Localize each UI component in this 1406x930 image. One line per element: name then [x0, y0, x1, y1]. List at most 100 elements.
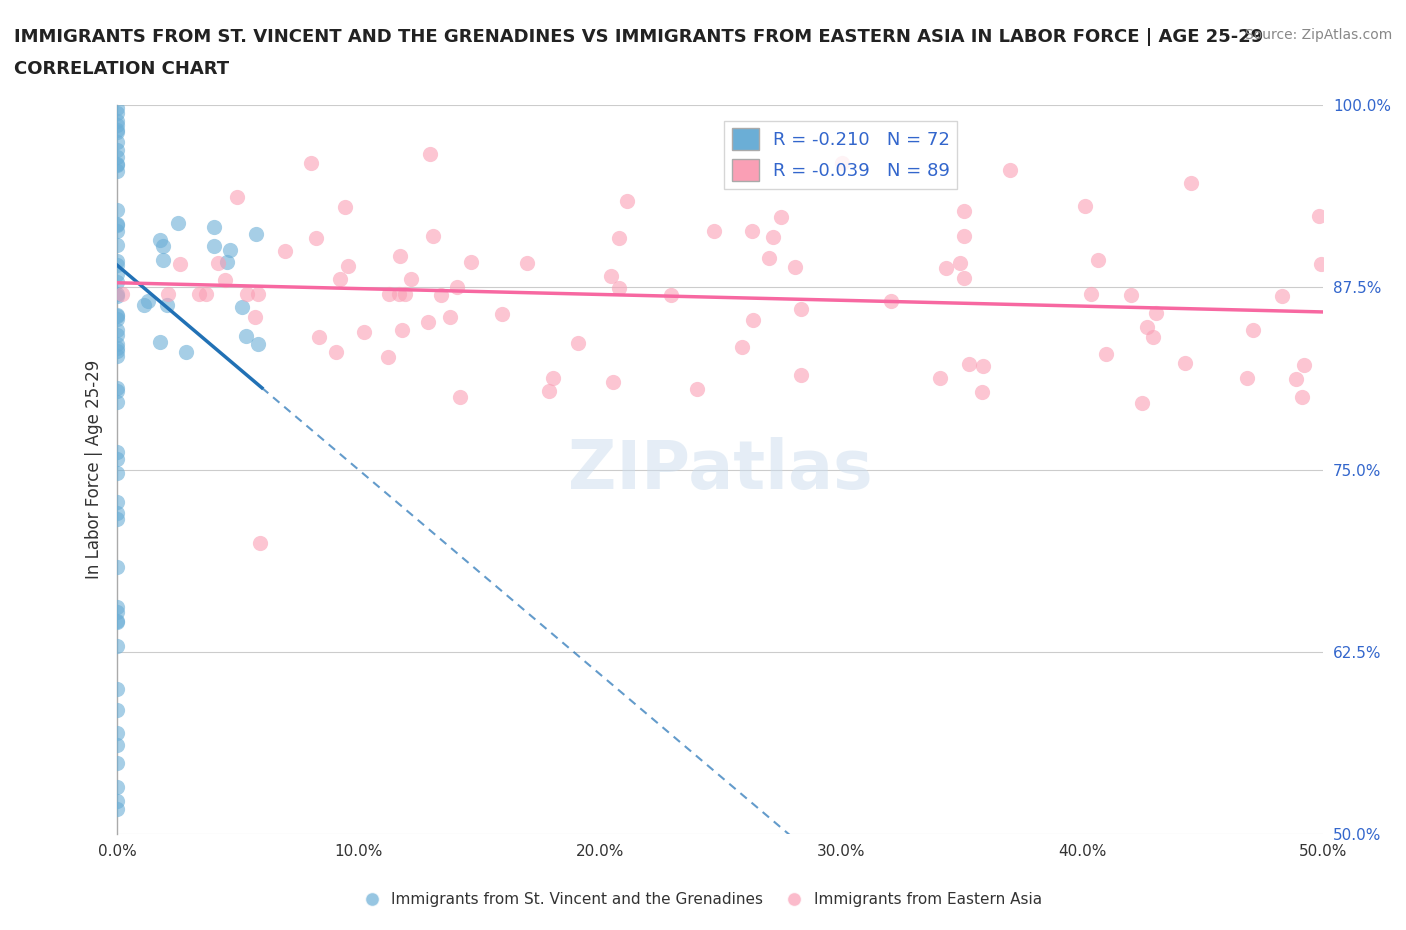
Point — [105, 223, 128, 238]
Point — [1136, 319, 1159, 334]
Point — [419, 147, 441, 162]
Point — [136, 293, 159, 308]
Point — [394, 287, 416, 302]
Point — [378, 287, 401, 302]
Point — [105, 113, 128, 128]
Text: CORRELATION CHART: CORRELATION CHART — [14, 60, 229, 78]
Point — [152, 252, 174, 267]
Point — [105, 560, 128, 575]
Point — [761, 229, 783, 244]
Point — [1080, 286, 1102, 301]
Point — [176, 345, 198, 360]
Point — [388, 287, 411, 302]
Point — [567, 335, 589, 350]
Point — [1241, 323, 1264, 338]
Point — [105, 340, 128, 355]
Point — [105, 323, 128, 338]
Point — [247, 336, 270, 351]
Point — [703, 224, 725, 239]
Legend: Immigrants from St. Vincent and the Grenadines, Immigrants from Eastern Asia: Immigrants from St. Vincent and the Gren… — [359, 886, 1047, 913]
Point — [333, 199, 356, 214]
Point — [202, 239, 225, 254]
Point — [600, 268, 623, 283]
Point — [308, 329, 330, 344]
Point — [377, 350, 399, 365]
Point — [1174, 355, 1197, 370]
Point — [105, 384, 128, 399]
Point — [391, 322, 413, 337]
Point — [758, 250, 780, 265]
Point — [274, 244, 297, 259]
Point — [952, 228, 974, 243]
Point — [731, 339, 754, 354]
Point — [105, 793, 128, 808]
Point — [449, 390, 471, 405]
Point — [516, 255, 538, 270]
Point — [105, 638, 128, 653]
Point — [790, 301, 813, 316]
Point — [337, 259, 360, 274]
Point — [105, 348, 128, 363]
Point — [1271, 288, 1294, 303]
Point — [430, 288, 453, 303]
Point — [214, 272, 236, 287]
Point — [935, 260, 957, 275]
Point — [538, 384, 561, 399]
Point — [1095, 347, 1118, 362]
Point — [105, 203, 128, 218]
Point — [329, 272, 352, 286]
Point — [218, 242, 240, 257]
Point — [105, 512, 128, 526]
Point — [949, 256, 972, 271]
Point — [105, 327, 128, 342]
Point — [105, 237, 128, 252]
Point — [880, 294, 903, 309]
Point — [1087, 252, 1109, 267]
Point — [325, 345, 347, 360]
Point — [243, 310, 266, 325]
Point — [105, 452, 128, 467]
Point — [616, 193, 638, 208]
Point — [235, 328, 257, 343]
Point — [105, 274, 128, 289]
Point — [422, 229, 444, 244]
Point — [446, 280, 468, 295]
Point — [105, 142, 128, 157]
Point — [156, 298, 179, 312]
Point — [105, 702, 128, 717]
Point — [1142, 330, 1164, 345]
Point — [790, 367, 813, 382]
Point — [215, 255, 238, 270]
Point — [105, 309, 128, 324]
Point — [105, 615, 128, 630]
Point — [1121, 287, 1143, 302]
Point — [1144, 306, 1167, 321]
Point — [105, 466, 128, 481]
Point — [105, 506, 128, 521]
Point — [105, 494, 128, 509]
Text: Source: ZipAtlas.com: Source: ZipAtlas.com — [1244, 28, 1392, 42]
Point — [783, 259, 806, 274]
Point — [105, 217, 128, 232]
Point — [929, 371, 952, 386]
Point — [353, 325, 375, 339]
Text: IMMIGRANTS FROM ST. VINCENT AND THE GRENADINES VS IMMIGRANTS FROM EASTERN ASIA I: IMMIGRANTS FROM ST. VINCENT AND THE GREN… — [14, 28, 1264, 46]
Point — [105, 600, 128, 615]
Point — [607, 280, 630, 295]
Point — [105, 682, 128, 697]
Point — [770, 209, 793, 224]
Point — [543, 370, 565, 385]
Point — [609, 231, 631, 246]
Point — [1130, 396, 1153, 411]
Point — [236, 287, 259, 302]
Point — [416, 314, 439, 329]
Point — [149, 232, 172, 247]
Point — [105, 380, 128, 395]
Point — [105, 312, 128, 326]
Point — [1291, 390, 1313, 405]
Point — [105, 157, 128, 172]
Point — [401, 272, 423, 286]
Point — [105, 149, 128, 164]
Point — [105, 445, 128, 459]
Point — [245, 226, 267, 241]
